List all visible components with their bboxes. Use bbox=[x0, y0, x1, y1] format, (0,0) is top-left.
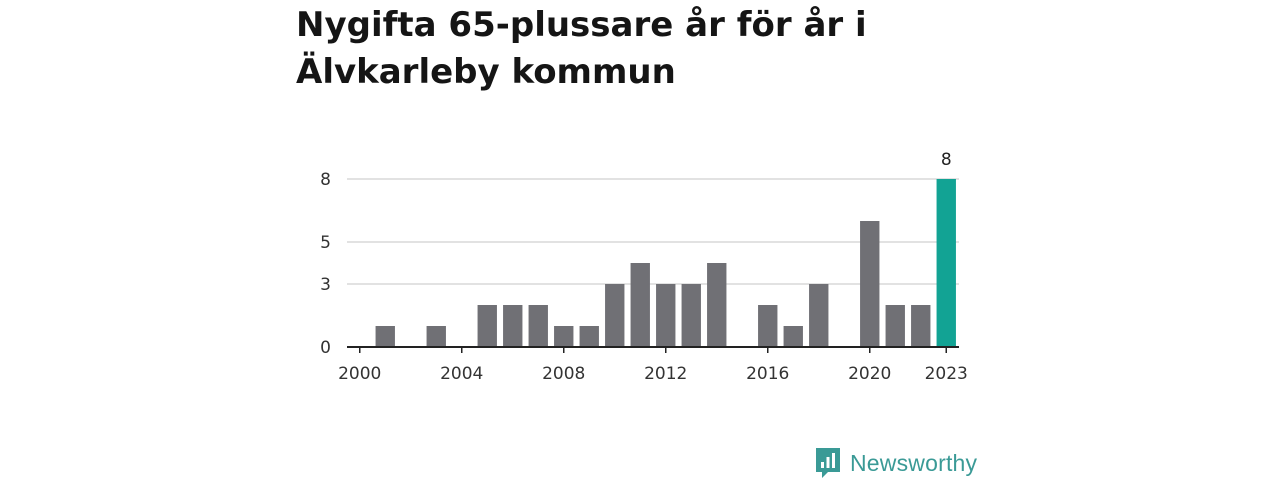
x-tick-label: 2000 bbox=[338, 364, 381, 384]
bar bbox=[860, 221, 880, 347]
x-tick-label: 2008 bbox=[542, 364, 585, 384]
bar bbox=[579, 326, 599, 347]
chart-title: Nygifta 65-plussare år för år i Älvkarle… bbox=[296, 5, 867, 92]
gridlines bbox=[347, 178, 959, 285]
bar bbox=[681, 284, 701, 347]
labels: 0 3 5 8 2000 2004 2008 2012 2016 2020 2023 8 bbox=[320, 150, 968, 384]
bar bbox=[477, 305, 497, 347]
x-tick-label: 2004 bbox=[440, 364, 483, 384]
x-tick-label: 2012 bbox=[644, 364, 687, 384]
y-tick-label: 0 bbox=[320, 338, 331, 358]
bar bbox=[783, 326, 803, 347]
bar bbox=[605, 284, 625, 347]
bar bbox=[885, 305, 905, 347]
x-tick-label: 2020 bbox=[848, 364, 891, 384]
bar bbox=[656, 284, 676, 347]
bar bbox=[554, 326, 574, 347]
y-tick-label: 5 bbox=[320, 233, 331, 253]
bar bbox=[809, 284, 829, 347]
x-tick-label: 2016 bbox=[746, 364, 789, 384]
bar bbox=[503, 305, 523, 347]
y-tick-label: 8 bbox=[320, 170, 331, 190]
bar bbox=[630, 263, 650, 347]
bar bbox=[375, 326, 395, 347]
bar-highlight bbox=[936, 179, 956, 347]
bar bbox=[426, 326, 446, 347]
bar bbox=[528, 305, 548, 347]
brand-logo: Newsworthy bbox=[814, 446, 977, 480]
bars bbox=[375, 179, 956, 347]
bar bbox=[707, 263, 727, 347]
data-label: 8 bbox=[941, 150, 952, 170]
brand-name: Newsworthy bbox=[850, 449, 978, 476]
bar bbox=[758, 305, 778, 347]
x-tick-label: 2023 bbox=[925, 364, 968, 384]
newsworthy-logo-icon bbox=[816, 448, 840, 478]
axes bbox=[347, 346, 959, 353]
y-tick-label: 3 bbox=[320, 275, 331, 295]
bar bbox=[911, 305, 931, 347]
